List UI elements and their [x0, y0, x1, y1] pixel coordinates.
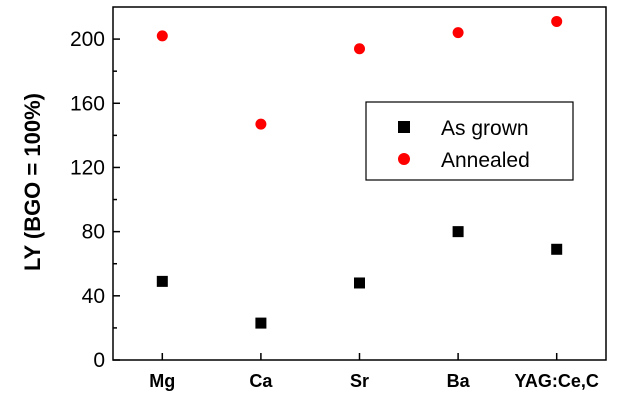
y-tick-label: 160: [70, 92, 105, 115]
point-annealed: [255, 118, 267, 130]
x-tick-label: Mg: [149, 371, 175, 391]
y-axis: 0 40 80 120 160 200: [70, 28, 120, 372]
y-tick-label: 80: [82, 221, 105, 244]
point-as-grown: [452, 226, 464, 238]
x-tick-label: Ca: [249, 371, 273, 391]
point-annealed: [452, 27, 464, 39]
y-axis-label: LY (BGO = 100%): [20, 93, 45, 271]
y-tick-label: 0: [93, 349, 105, 372]
legend-marker-as-grown: [398, 121, 410, 133]
y-tick-label: 120: [70, 156, 105, 179]
x-tick-label: Ba: [447, 371, 471, 391]
x-tick-label: YAG:Ce,C: [515, 371, 599, 391]
legend-label-annealed: Annealed: [441, 149, 530, 172]
data-points: [156, 15, 563, 329]
legend: As grown Annealed: [365, 101, 574, 181]
x-axis: Mg Ca Sr Ba YAG:Ce,C: [149, 353, 599, 391]
point-as-grown: [255, 317, 267, 329]
point-annealed: [551, 15, 563, 27]
point-as-grown: [354, 277, 365, 289]
x-tick-label: Sr: [350, 371, 369, 391]
point-annealed: [156, 30, 168, 42]
y-tick-label: 40: [82, 285, 105, 308]
point-annealed: [354, 43, 365, 55]
y-tick-label: 200: [70, 28, 105, 51]
legend-frame: [365, 101, 574, 181]
point-as-grown: [156, 275, 168, 287]
legend-marker-annealed: [398, 153, 410, 165]
point-as-grown: [551, 243, 563, 255]
legend-label-as-grown: As grown: [441, 117, 529, 140]
plot-frame: [112, 6, 607, 361]
